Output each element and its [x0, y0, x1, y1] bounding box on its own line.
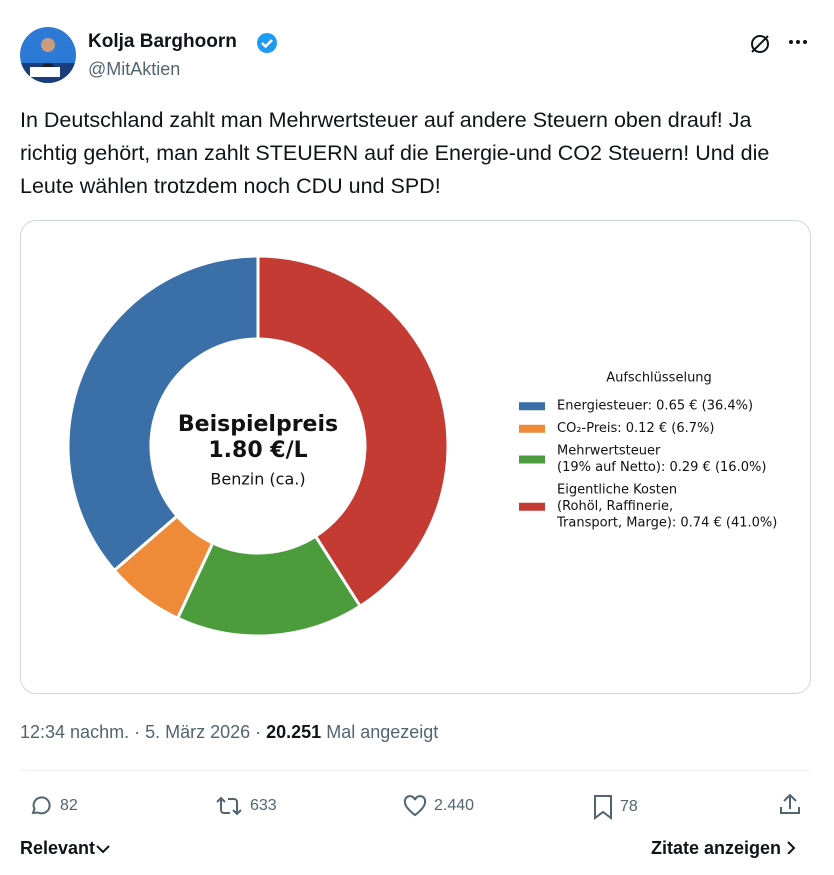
legend-label: Mehrwertsteuer	[557, 444, 661, 459]
chart-card[interactable]: Beispielpreis 1.80 €/L Benzin (ca.) Aufschl…	[20, 220, 811, 694]
bookmark-icon	[594, 795, 612, 820]
donut-segment	[256, 254, 450, 609]
legend-label: Energiesteuer: 0.65 € (36.4%)	[557, 399, 753, 414]
repost-count: 633	[250, 797, 277, 814]
legend-swatch	[519, 424, 545, 433]
legend-label: CO₂-Preis: 0.12 € (6.7%)	[557, 421, 714, 436]
repost-icon	[216, 796, 242, 816]
reply-button[interactable]: 82	[28, 794, 78, 818]
legend-label: (Rohöl, Raffinerie,	[557, 499, 673, 514]
center-label: Benzin (ca.)	[210, 470, 305, 489]
repost-button[interactable]: 633	[214, 794, 277, 818]
sort-label: Relevant	[20, 838, 96, 858]
grok-icon[interactable]	[748, 32, 772, 56]
center-label: Beispielpreis	[178, 412, 338, 437]
tweet-text: In Deutschland zahlt man Mehrwertsteuer …	[20, 108, 770, 198]
donut-segment	[66, 254, 260, 573]
bookmark-count: 78	[620, 798, 638, 815]
quotes-link[interactable]: Zitate anzeigen	[651, 838, 796, 859]
author-handle[interactable]: @MitAktien	[88, 59, 181, 79]
verified-badge	[257, 33, 277, 53]
share-icon[interactable]	[778, 792, 802, 816]
views-label: Mal angezeigt	[326, 722, 439, 742]
like-count: 2.440	[434, 797, 475, 814]
sort-dropdown[interactable]: Relevant	[20, 838, 111, 859]
tweet-meta: 12:34 nachm. · 5. März 2026 · 20.251 Mal…	[20, 722, 438, 743]
divider	[20, 770, 810, 771]
bookmark-button[interactable]: 78	[592, 794, 638, 820]
legend-swatch	[519, 455, 545, 464]
like-button[interactable]: 2.440	[402, 794, 474, 818]
author-name[interactable]: Kolja Barghoorn	[88, 31, 237, 52]
avatar[interactable]	[20, 27, 76, 83]
like-icon	[403, 795, 427, 817]
legend-title: Aufschlüsselung	[606, 371, 712, 386]
timestamp[interactable]: 12:34 nachm. · 5. März 2026 ·	[20, 722, 267, 742]
center-label: 1.80 €/L	[208, 438, 307, 463]
chevron-right	[787, 841, 796, 855]
legend-label: Transport, Marge): 0.74 € (41.0%)	[556, 516, 777, 531]
legend-swatch	[519, 402, 545, 411]
reply-count: 82	[60, 797, 78, 814]
chevron-down	[96, 845, 110, 854]
legend-swatch	[519, 502, 545, 511]
view-count: 20.251	[266, 722, 322, 742]
reply-icon	[31, 796, 51, 815]
more-icon[interactable]	[788, 38, 808, 46]
legend-label: (19% auf Netto): 0.29 € (16.0%)	[557, 460, 766, 475]
quotes-label: Zitate anzeigen	[651, 838, 782, 858]
legend-label: Eigentliche Kosten	[557, 483, 677, 498]
